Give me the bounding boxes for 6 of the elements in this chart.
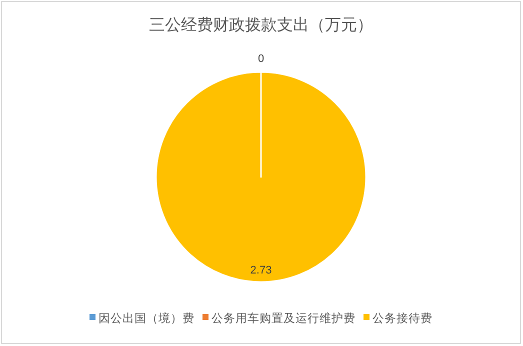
chart-title: 三公经费财政拨款支出（万元） [149,16,373,34]
legend-label: 公务接待费 [372,311,432,325]
text: 0 [258,53,264,65]
legend-label: 因公出国（境）费 [98,311,194,325]
legend-label: 公务用车购置及运行维护费 [212,311,356,325]
data-label: 2.73 [250,264,272,276]
